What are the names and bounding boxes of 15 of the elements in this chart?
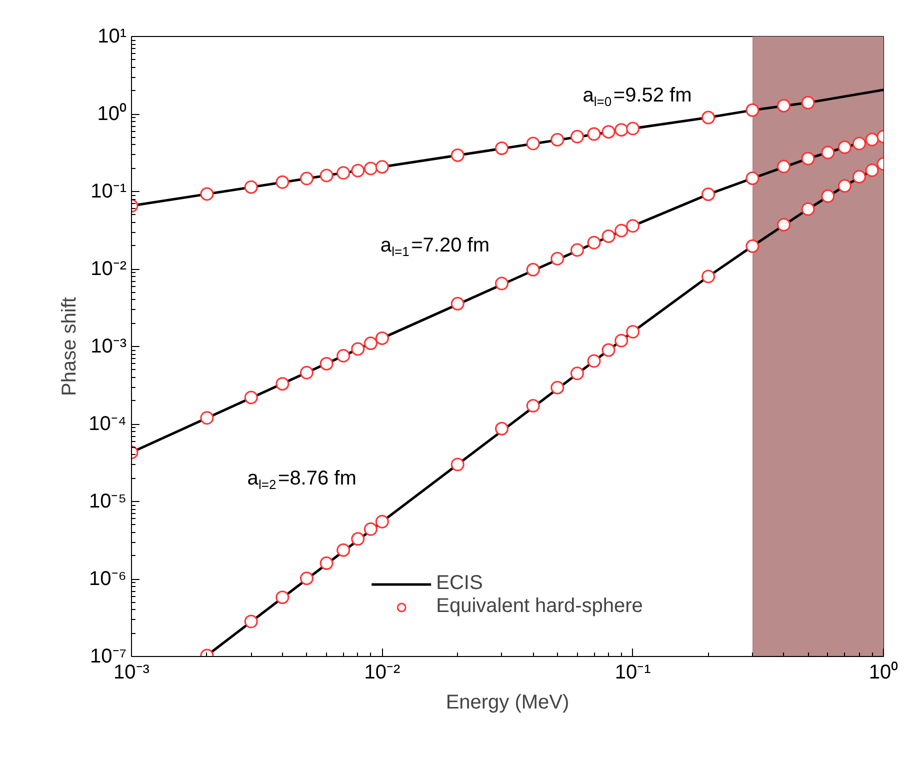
- y-tick-label: 10⁻⁴: [88, 413, 127, 435]
- legend-label: ECIS: [436, 572, 483, 595]
- y-tick-label: 10¹: [98, 26, 127, 48]
- y-tick-label: 10⁻⁶: [89, 568, 127, 590]
- x-tick-label: 10⁻¹: [614, 662, 652, 684]
- y-tick-label: 10⁻⁵: [88, 490, 127, 512]
- y-tick-label: 10⁻¹: [90, 180, 127, 202]
- x-axis-title: Energy (MeV): [446, 692, 570, 714]
- y-tick-label: 10⁻²: [90, 258, 127, 280]
- x-tick-label: 10⁰: [868, 660, 898, 684]
- legend-label: Equivalent hard-sphere: [436, 595, 643, 618]
- y-axis-title: Phase shift: [58, 296, 81, 396]
- x-tick-label: 10⁻²: [364, 662, 400, 684]
- y-tick-label: 10⁻³: [90, 336, 127, 358]
- y-tick-label: 10⁰: [97, 102, 127, 125]
